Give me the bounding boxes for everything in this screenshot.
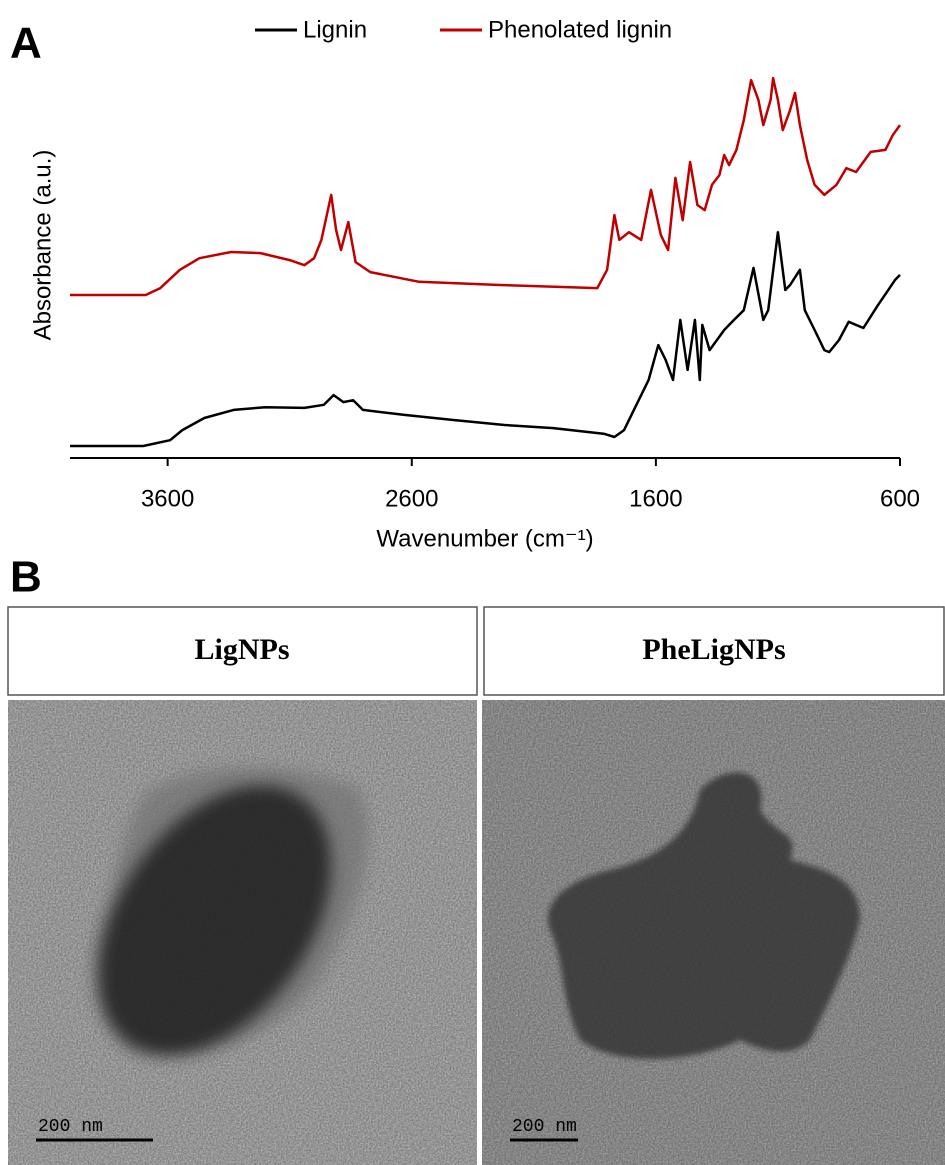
scale-bar-label: 200 nm <box>512 1117 577 1137</box>
scale-bar-label: 200 nm <box>38 1117 103 1137</box>
image-title-box <box>483 606 945 696</box>
legend-label: Phenolated lignin <box>488 16 672 43</box>
spectrum-line <box>70 230 901 448</box>
x-tick-label: 2600 <box>385 485 438 512</box>
x-tick-label: 600 <box>880 485 920 512</box>
image-title: PheLigNPs <box>642 633 785 666</box>
image-title: LigNPs <box>194 633 289 666</box>
image-title-box <box>7 606 478 696</box>
x-tick-label: 3600 <box>141 485 194 512</box>
panel-label: B <box>10 553 42 602</box>
spectrum-line <box>70 76 902 297</box>
panel-label: A <box>10 19 42 68</box>
x-axis-label: Wavenumber (cm⁻¹) <box>376 525 593 552</box>
tem-image <box>8 700 477 1165</box>
legend-label: Lignin <box>303 16 367 43</box>
x-tick-label: 1600 <box>629 485 682 512</box>
tem-image <box>482 700 945 1165</box>
y-axis-label: Absorbance (a.u.) <box>29 150 56 341</box>
